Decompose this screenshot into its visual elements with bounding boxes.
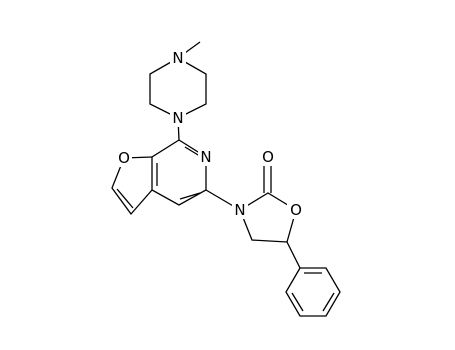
atom-label: N	[172, 49, 183, 67]
atom-label: O	[118, 149, 130, 167]
atom-label: N	[200, 148, 211, 166]
atom-label: O	[290, 201, 302, 219]
atom-label: O	[262, 148, 274, 166]
atom-label: N	[234, 201, 245, 219]
atom-label: N	[172, 109, 183, 127]
atom-labels: N N N O N O O	[116, 49, 305, 219]
bonds	[111, 41, 341, 317]
